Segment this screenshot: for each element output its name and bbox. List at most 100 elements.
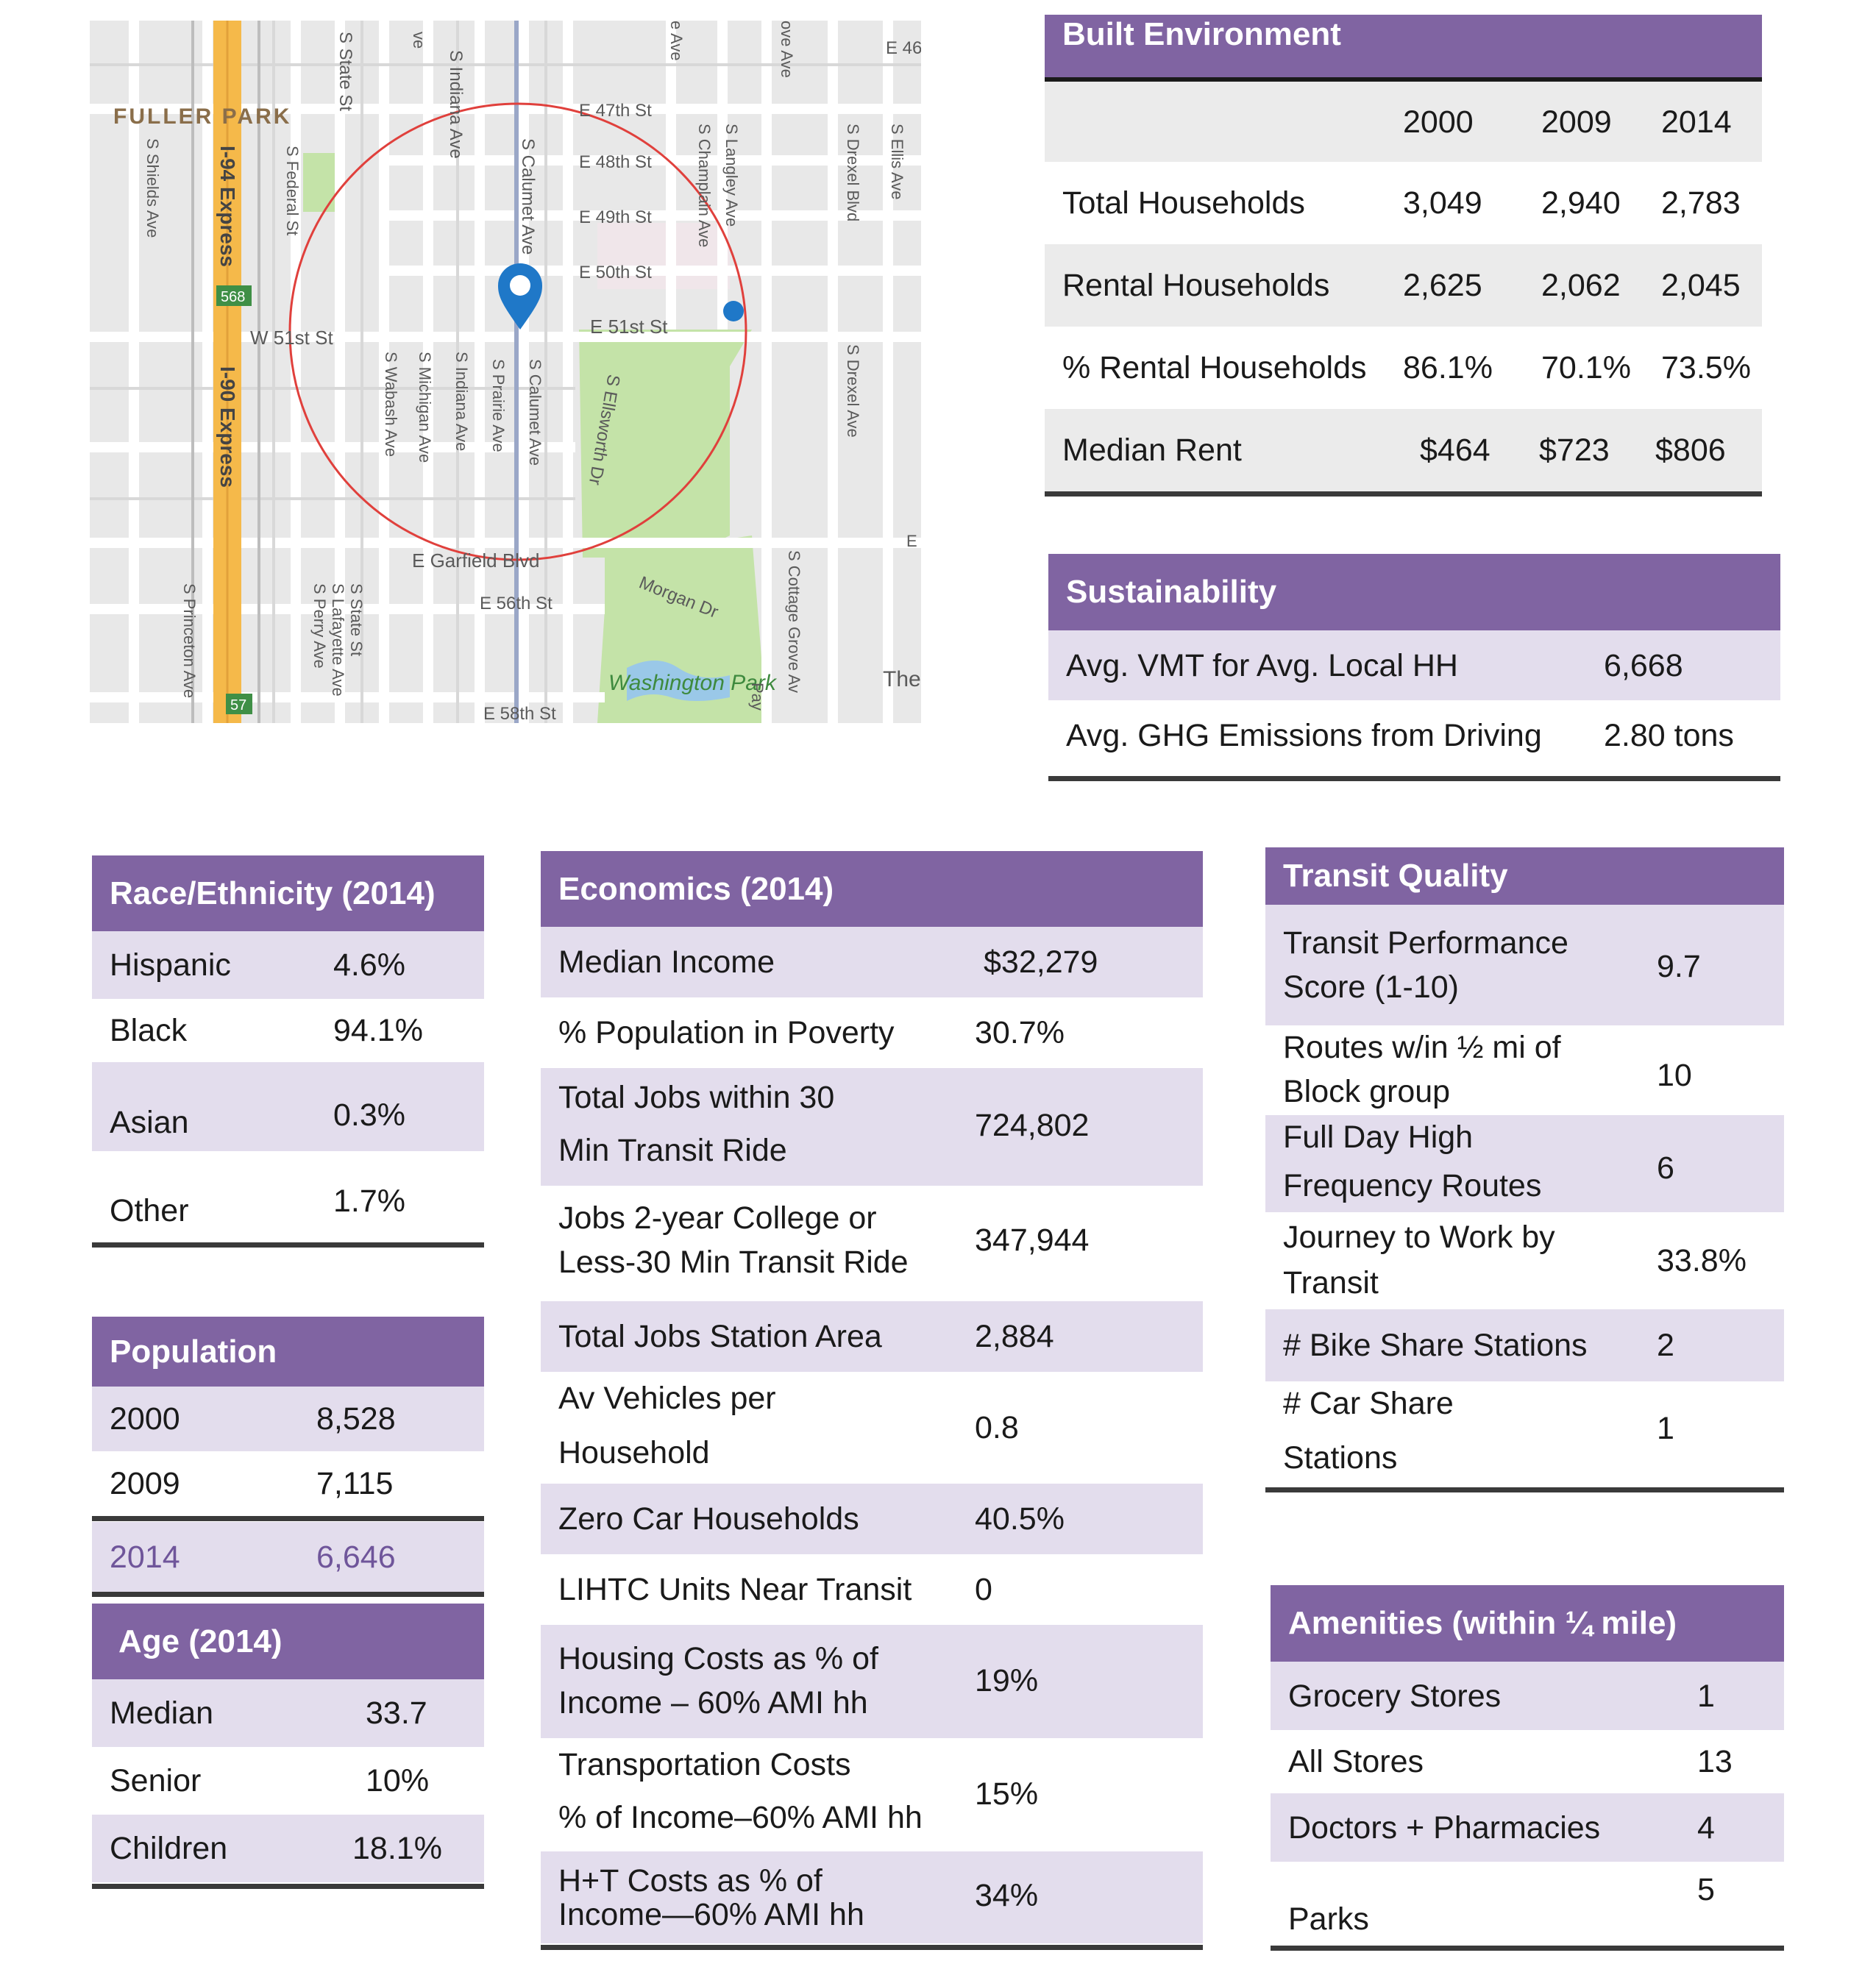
row-label: Avg. GHG Emissions from Driving: [1066, 717, 1542, 753]
sustainability-table: Sustainability Avg. VMT for Avg. Local H…: [1048, 554, 1780, 789]
table-row: Black 94.1%: [92, 999, 484, 1062]
row-value: 2.80 tons: [1604, 717, 1734, 753]
economics-header: Economics (2014): [541, 851, 1203, 927]
table-row: 2014 6,646: [92, 1522, 484, 1592]
row-label-line2: Household: [558, 1435, 710, 1470]
year-2009: 2009: [1541, 104, 1612, 140]
economics-table: Economics (2014) Median Income $32,279 %…: [541, 851, 1203, 1954]
label-w51: W 51st St: [250, 327, 333, 349]
label-fuller-park: FULLER PARK: [113, 104, 291, 129]
row-label: Housing Costs as % of: [558, 1641, 878, 1676]
amenities-table: Amenities (within ¼ mile) Grocery Stores…: [1271, 1585, 1784, 1960]
table-row: 2000 8,528: [92, 1387, 484, 1451]
row-value: 4.6%: [333, 947, 406, 983]
label-e48: E 48th St: [579, 152, 652, 172]
row-value: 6: [1657, 1150, 1674, 1186]
label-ve: ve: [410, 32, 428, 49]
row-label: H+T Costs as % of: [558, 1863, 822, 1899]
table-row: Total Households 3,049 2,940 2,783: [1045, 162, 1762, 244]
label-champlain: S Champlain Ave: [695, 124, 714, 247]
economics-title: Economics (2014): [558, 870, 834, 907]
row-label: 2014: [110, 1539, 180, 1575]
label-e49: E 49th St: [579, 207, 652, 227]
cell-2000: 3,049: [1403, 185, 1482, 221]
sustainability-header: Sustainability: [1048, 554, 1780, 630]
table-row: Transit Performance Score (1-10) 9.7: [1265, 905, 1784, 1025]
label-e-edge: E: [906, 532, 917, 550]
row-value: 7,115: [316, 1466, 394, 1501]
row-value: 6,646: [316, 1539, 396, 1575]
label-shields: S Shields Ave: [143, 138, 162, 238]
table-row: Children 18.1%: [92, 1815, 484, 1882]
table-row: Journey to Work by Transit 33.8%: [1265, 1212, 1784, 1309]
label-indiana: S Indiana Ave: [446, 50, 466, 159]
transit-header: Transit Quality: [1265, 847, 1784, 905]
row-label: % Rental Households: [1062, 350, 1367, 385]
label-drexel-ave: S Drexel Ave: [844, 344, 862, 438]
table-row: % Rental Households 86.1% 70.1% 73.5%: [1045, 327, 1762, 409]
label-ove-ave: ove Ave: [778, 21, 796, 78]
row-label: Grocery Stores: [1288, 1678, 1502, 1714]
label-i90: I-90 Express: [216, 366, 239, 488]
map-canvas: FULLER PARK I-94 Express I-90 Express 56…: [90, 21, 921, 723]
table-row: Asian 0.3%: [92, 1062, 484, 1151]
amenities-header: Amenities (within ¼ mile): [1271, 1585, 1784, 1662]
row-value: 0.3%: [333, 1097, 406, 1133]
race-title: Race/Ethnicity (2014): [110, 875, 436, 911]
row-label: Children: [110, 1831, 228, 1866]
row-label-line2: Income – 60% AMI hh: [558, 1685, 868, 1720]
cell-2014: 2,045: [1661, 268, 1741, 303]
cell-2014: $806: [1655, 433, 1726, 468]
row-value: 8,528: [316, 1401, 396, 1437]
row-label-line2: Block group: [1283, 1074, 1451, 1109]
label-federal: S Federal St: [283, 146, 302, 235]
table-row: # Car Share Stations 1: [1265, 1381, 1784, 1486]
row-label: Other: [110, 1193, 189, 1228]
row-label: Asian: [110, 1105, 189, 1140]
label-indiana2: S Indiana Ave: [452, 352, 471, 451]
cell-2009: 2,062: [1541, 268, 1621, 303]
row-label: Transportation Costs: [558, 1747, 851, 1782]
row-value: 5: [1697, 1872, 1715, 1907]
label-wabash: S Wabash Ave: [382, 352, 400, 457]
row-value: 40.5%: [975, 1501, 1065, 1537]
table-row: Transportation Costs % of Income–60% AMI…: [541, 1738, 1203, 1851]
label-ellis: S Ellis Ave: [888, 124, 906, 200]
label-garfield: E Garfield Blvd: [412, 549, 539, 572]
label-michigan: S Michigan Ave: [416, 352, 434, 463]
table-row: Zero Car Households 40.5%: [541, 1484, 1203, 1554]
sustainability-title: Sustainability: [1066, 574, 1277, 610]
label-langley: S Langley Ave: [722, 124, 741, 227]
row-value: 19%: [975, 1663, 1039, 1698]
row-label: Jobs 2-year College or: [558, 1200, 877, 1236]
row-label: Routes w/in ½ mi of: [1283, 1030, 1561, 1065]
table-row: % Population in Poverty 30.7%: [541, 997, 1203, 1068]
table-row: Full Day High Frequency Routes 6: [1265, 1115, 1784, 1212]
row-label: Senior: [110, 1763, 202, 1798]
row-value: 1: [1657, 1411, 1674, 1446]
table-row: Jobs 2-year College or Less-30 Min Trans…: [541, 1186, 1203, 1301]
row-value: 724,802: [975, 1108, 1090, 1143]
built-environment-table: Built Environment 2000 2009 2014 Total H…: [1045, 15, 1762, 497]
table-row: Rental Households 2,625 2,062 2,045: [1045, 244, 1762, 327]
row-value: 2: [1657, 1328, 1674, 1363]
label-i94: I-94 Express: [216, 146, 239, 267]
row-label: Avg. VMT for Avg. Local HH: [1066, 647, 1458, 683]
row-value: 33.8%: [1657, 1243, 1747, 1278]
cell-2000: $464: [1420, 433, 1491, 468]
station-area-map[interactable]: FULLER PARK I-94 Express I-90 Express 56…: [90, 21, 921, 723]
age-title: Age (2014): [118, 1623, 283, 1659]
table-row: Median Income $32,279: [541, 927, 1203, 997]
row-label-line2: Stations: [1283, 1440, 1398, 1476]
row-value: 33.7: [366, 1695, 427, 1731]
table-row: H+T Costs as % of Income—60% AMI hh 34%: [541, 1851, 1203, 1943]
row-value: 15%: [975, 1776, 1039, 1812]
label-cottage: S Cottage Grove Av: [785, 550, 803, 693]
population-table: Population 2000 8,528 2009 7,115 2014 6,…: [92, 1317, 484, 1607]
table-row: Av Vehicles per Household 0.8: [541, 1372, 1203, 1484]
label-lafayette: S Lafayette Ave: [329, 583, 347, 697]
table-row: Other 1.7%: [92, 1151, 484, 1241]
row-label-line2: Transit: [1283, 1265, 1379, 1300]
race-header: Race/Ethnicity (2014): [92, 855, 484, 931]
label-drexel: S Drexel Blvd: [844, 124, 862, 221]
